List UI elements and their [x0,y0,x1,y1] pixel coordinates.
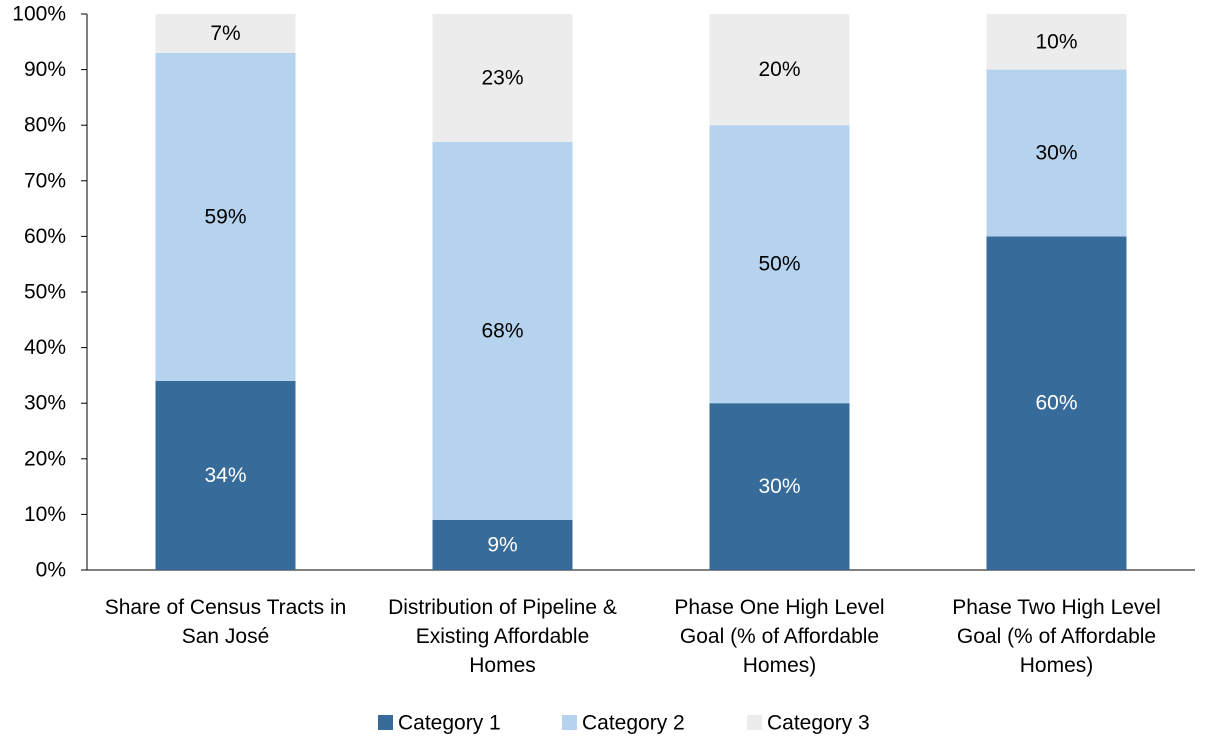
data-label: 50% [758,253,800,276]
y-tick-label: 70% [24,169,66,192]
bar-segment [432,14,573,142]
data-label: 23% [481,66,523,89]
category-label-line: Homes [469,654,536,677]
category-label: Phase One High Level Goal (% of Affordabl… [674,596,884,677]
bar-segment [432,519,573,570]
data-label: 10% [1035,30,1077,53]
y-tick-label: 60% [24,225,66,248]
category-labels: Share of Census Tracts in San José Distrib… [105,596,1161,677]
data-label: 9% [487,533,517,556]
bar-segment [709,125,850,404]
category-label: Distribution of Pipeline & Existing Affor… [388,596,617,677]
category-label-line: Phase One High Level [674,596,884,619]
bars [155,14,1127,570]
y-tick-label: 20% [24,447,66,470]
y-tick-label: 80% [24,114,66,137]
legend-label: Category 2 [582,712,685,735]
data-label: 59% [204,205,246,228]
bar-segment [155,14,296,53]
bar-segment [986,236,1127,570]
y-tick-label: 30% [24,392,66,415]
category-label-line: Goal (% of Affordable [680,625,879,648]
bar-segment [155,380,296,570]
legend-swatch [747,715,762,730]
category-label: Share of Census Tracts in San José [105,596,347,648]
bar-segment [986,14,1127,70]
legend: Category 1 Category 2 Category 3 [378,712,870,735]
category-label-line: Homes) [743,654,817,677]
category-label-line: Phase Two High Level [952,596,1161,619]
legend-label: Category 1 [398,712,501,735]
category-label-line: Homes) [1020,654,1094,677]
data-label: 20% [758,58,800,81]
category-label-line: Existing Affordable [416,625,590,648]
axes: 0% 10% 20% 30% 40% 50% 60% 70% 80% 90% 100% [12,3,1195,582]
bar-segment [709,14,850,126]
data-label: 30% [758,475,800,498]
category-label: Phase Two High Level Goal (% of Affordabl… [952,596,1161,677]
category-label-line: Distribution of Pipeline & [388,596,617,619]
category-label-line: Share of Census Tracts in [105,596,347,619]
bar-segment [986,69,1127,237]
y-tick-label: 90% [24,58,66,81]
category-label-line: San José [182,625,270,648]
y-tick-label: 0% [36,559,66,582]
bar-segment [709,403,850,570]
data-label: 34% [204,464,246,487]
data-label: 30% [1035,142,1077,165]
y-tick-label: 40% [24,336,66,359]
data-label: 60% [1035,392,1077,415]
y-tick-label: 100% [12,3,66,26]
legend-swatch [562,715,577,730]
data-label: 7% [210,22,240,45]
bar-segment [432,141,573,520]
data-label: 68% [481,319,523,342]
legend-label: Category 3 [767,712,870,735]
y-tick-label: 50% [24,281,66,304]
y-tick-label: 10% [24,503,66,526]
bar-segment [155,52,296,381]
legend-swatch [378,715,393,730]
data-labels: 34% 59% 7% 9% 68% 23% 30% 50% 20% 60% 30% 10% [204,22,1077,557]
category-label-line: Goal (% of Affordable [957,625,1156,648]
